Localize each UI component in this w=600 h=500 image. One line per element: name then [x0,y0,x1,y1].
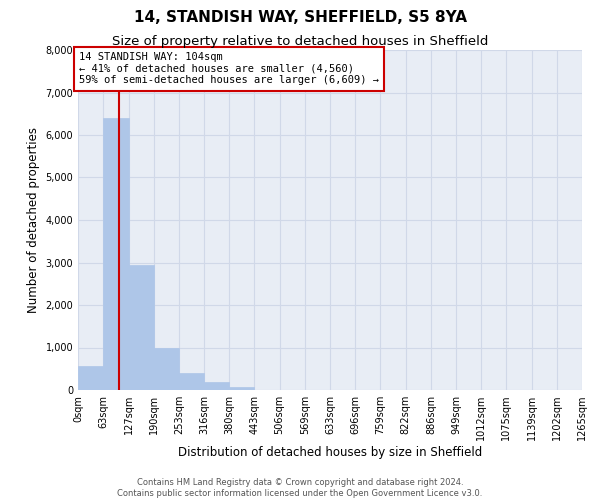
Bar [154,348,179,390]
Bar [204,382,229,390]
Text: 14, STANDISH WAY, SHEFFIELD, S5 8YA: 14, STANDISH WAY, SHEFFIELD, S5 8YA [133,10,467,25]
Bar [229,386,254,390]
Text: Size of property relative to detached houses in Sheffield: Size of property relative to detached ho… [112,35,488,48]
Bar [179,374,204,390]
Text: 14 STANDISH WAY: 104sqm
← 41% of detached houses are smaller (4,560)
59% of semi: 14 STANDISH WAY: 104sqm ← 41% of detache… [79,52,379,86]
Y-axis label: Number of detached properties: Number of detached properties [27,127,40,313]
X-axis label: Distribution of detached houses by size in Sheffield: Distribution of detached houses by size … [178,446,482,459]
Bar [103,118,128,390]
Bar [128,265,154,390]
Text: Contains HM Land Registry data © Crown copyright and database right 2024.
Contai: Contains HM Land Registry data © Crown c… [118,478,482,498]
Bar [78,366,103,390]
